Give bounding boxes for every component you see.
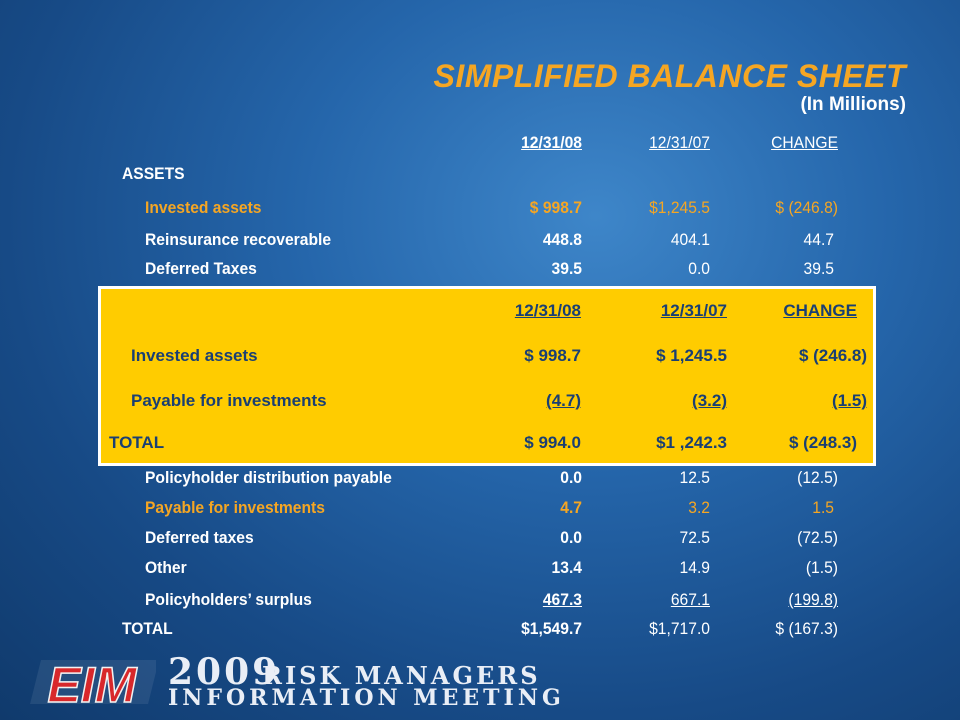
total-value-08: $1,549.7 (521, 619, 582, 638)
row-value-08: 448.8 (542, 230, 582, 249)
row-label: Invested assets (145, 198, 262, 217)
total-value-change: $ (167.3) (775, 619, 838, 638)
popup-row-label: Payable for investments (131, 391, 327, 410)
meeting-name-line2: INFORMATION MEETING (168, 685, 565, 711)
net-invested-assets-callout: 12/31/08 12/31/07 CHANGE Invested assets… (98, 286, 876, 466)
popup-row-value-change: (1.5) (832, 391, 867, 410)
row-value-07: 667.1 (670, 590, 710, 609)
row-label: Deferred Taxes (145, 259, 257, 278)
row-value-07: 3.2 (688, 498, 710, 517)
eim-logo-text: EIM (48, 657, 138, 708)
row-value-change: (72.5) (797, 528, 838, 547)
row-value-change: (12.5) (797, 468, 838, 487)
row-value-change: 1.5 (812, 498, 834, 517)
row-value-change: $ (246.8) (775, 198, 838, 217)
row-value-07: 404.1 (670, 230, 710, 249)
row-value-07: 72.5 (679, 528, 710, 547)
header-12-31-07: 12/31/07 (649, 133, 710, 152)
popup-header-12-31-07: 12/31/07 (660, 301, 727, 320)
meeting-year: 2009 (168, 651, 281, 693)
row-label: Deferred taxes (145, 528, 254, 547)
row-value-07: 14.9 (679, 558, 710, 577)
popup-row-value-08: (4.7) (546, 391, 581, 410)
popup-row-value-08: $ 998.7 (524, 346, 581, 365)
section-assets: ASSETS (122, 164, 185, 183)
row-value-08: 0.0 (560, 528, 582, 547)
row-value-08: 13.4 (551, 558, 582, 577)
row-value-08: 4.7 (560, 498, 582, 517)
slide-subtitle: (In Millions) (800, 94, 906, 115)
row-value-07: 12.5 (679, 468, 710, 487)
row-value-07: $1,245.5 (649, 198, 710, 217)
row-value-08: 39.5 (551, 259, 582, 278)
row-value-08: 0.0 (560, 468, 582, 487)
popup-row-value-07: $ 1,245.5 (656, 346, 727, 365)
row-label: Payable for investments (145, 498, 325, 517)
popup-total-value-07: $1 ,242.3 (656, 433, 727, 452)
row-label: Policyholders’ surplus (145, 590, 312, 609)
header-12-31-08: 12/31/08 (521, 133, 582, 152)
row-value-07: 0.0 (688, 259, 710, 278)
header-change: CHANGE (771, 133, 838, 152)
row-label: Reinsurance recoverable (145, 230, 332, 249)
row-value-08: 467.3 (542, 590, 582, 609)
popup-row-value-07: (3.2) (692, 391, 727, 410)
row-value-08: $ 998.7 (529, 198, 582, 217)
row-label: Policyholder distribution payable (145, 468, 392, 487)
slide-title: SIMPLIFIED BALANCE SHEET (433, 58, 906, 94)
popup-total-value-change: $ (248.3) (788, 433, 857, 452)
popup-total-value-08: $ 994.0 (524, 433, 581, 452)
eim-logo: EIM (30, 656, 156, 708)
total-value-07: $1,717.0 (649, 619, 710, 638)
row-value-change: 39.5 (803, 259, 834, 278)
row-value-change: 44.7 (803, 230, 834, 249)
row-label: Other (145, 558, 187, 577)
row-value-change: (199.8) (788, 590, 838, 609)
popup-total-label: TOTAL (109, 433, 165, 452)
meeting-name-line1: RISK MANAGERS (262, 661, 541, 690)
row-value-change: (1.5) (805, 558, 838, 577)
popup-row-value-change: $ (246.8) (798, 346, 867, 365)
popup-header-change: CHANGE (783, 301, 857, 320)
popup-row-label: Invested assets (131, 346, 258, 365)
total-label: TOTAL (122, 619, 173, 638)
popup-header-12-31-08: 12/31/08 (514, 301, 581, 320)
